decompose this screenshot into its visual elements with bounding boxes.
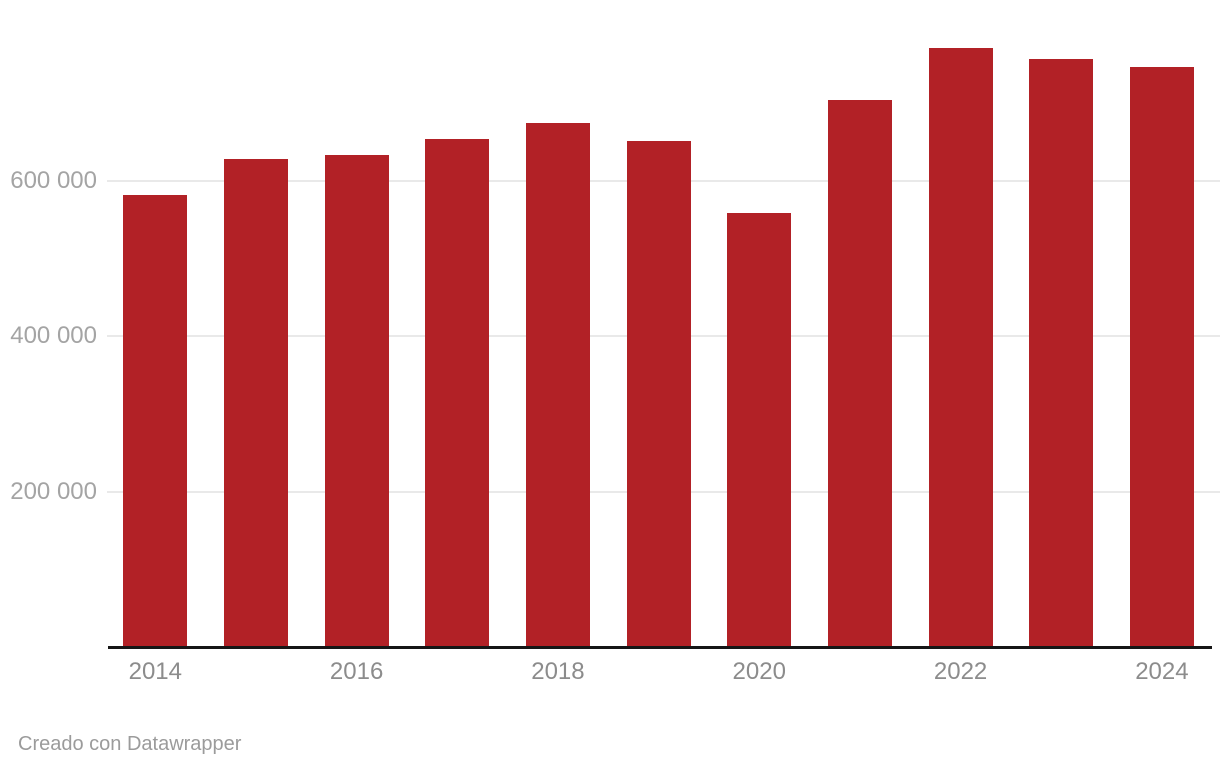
x-axis-line [108, 646, 1212, 649]
bar-2017 [425, 139, 490, 648]
bar-2020 [727, 213, 792, 648]
x-tick-label-2014: 2014 [128, 658, 182, 685]
bar-2019 [626, 140, 691, 648]
x-tick-label-2020: 2020 [732, 658, 786, 685]
x-tick-label-2016: 2016 [329, 658, 384, 685]
bar-2016 [324, 154, 389, 648]
x-tick-label-2022: 2022 [933, 658, 988, 685]
y-tick-label-400000: 400 000 [10, 322, 97, 350]
datawrapper-attribution[interactable]: Creado con Datawrapper [18, 733, 242, 755]
bar-2023 [1029, 59, 1094, 648]
bar-2015 [223, 158, 288, 648]
bar-2021 [827, 99, 892, 648]
y-tick-label-200000: 200 000 [10, 478, 97, 506]
x-tick-label-2024: 2024 [1135, 658, 1189, 685]
x-tick-label-2018: 2018 [531, 658, 585, 685]
y-tick-label-600000: 600 000 [10, 166, 97, 194]
bar-2018 [525, 122, 590, 648]
bar-2014 [123, 195, 188, 648]
bar-2022 [928, 48, 993, 648]
bar-2024 [1129, 66, 1194, 648]
